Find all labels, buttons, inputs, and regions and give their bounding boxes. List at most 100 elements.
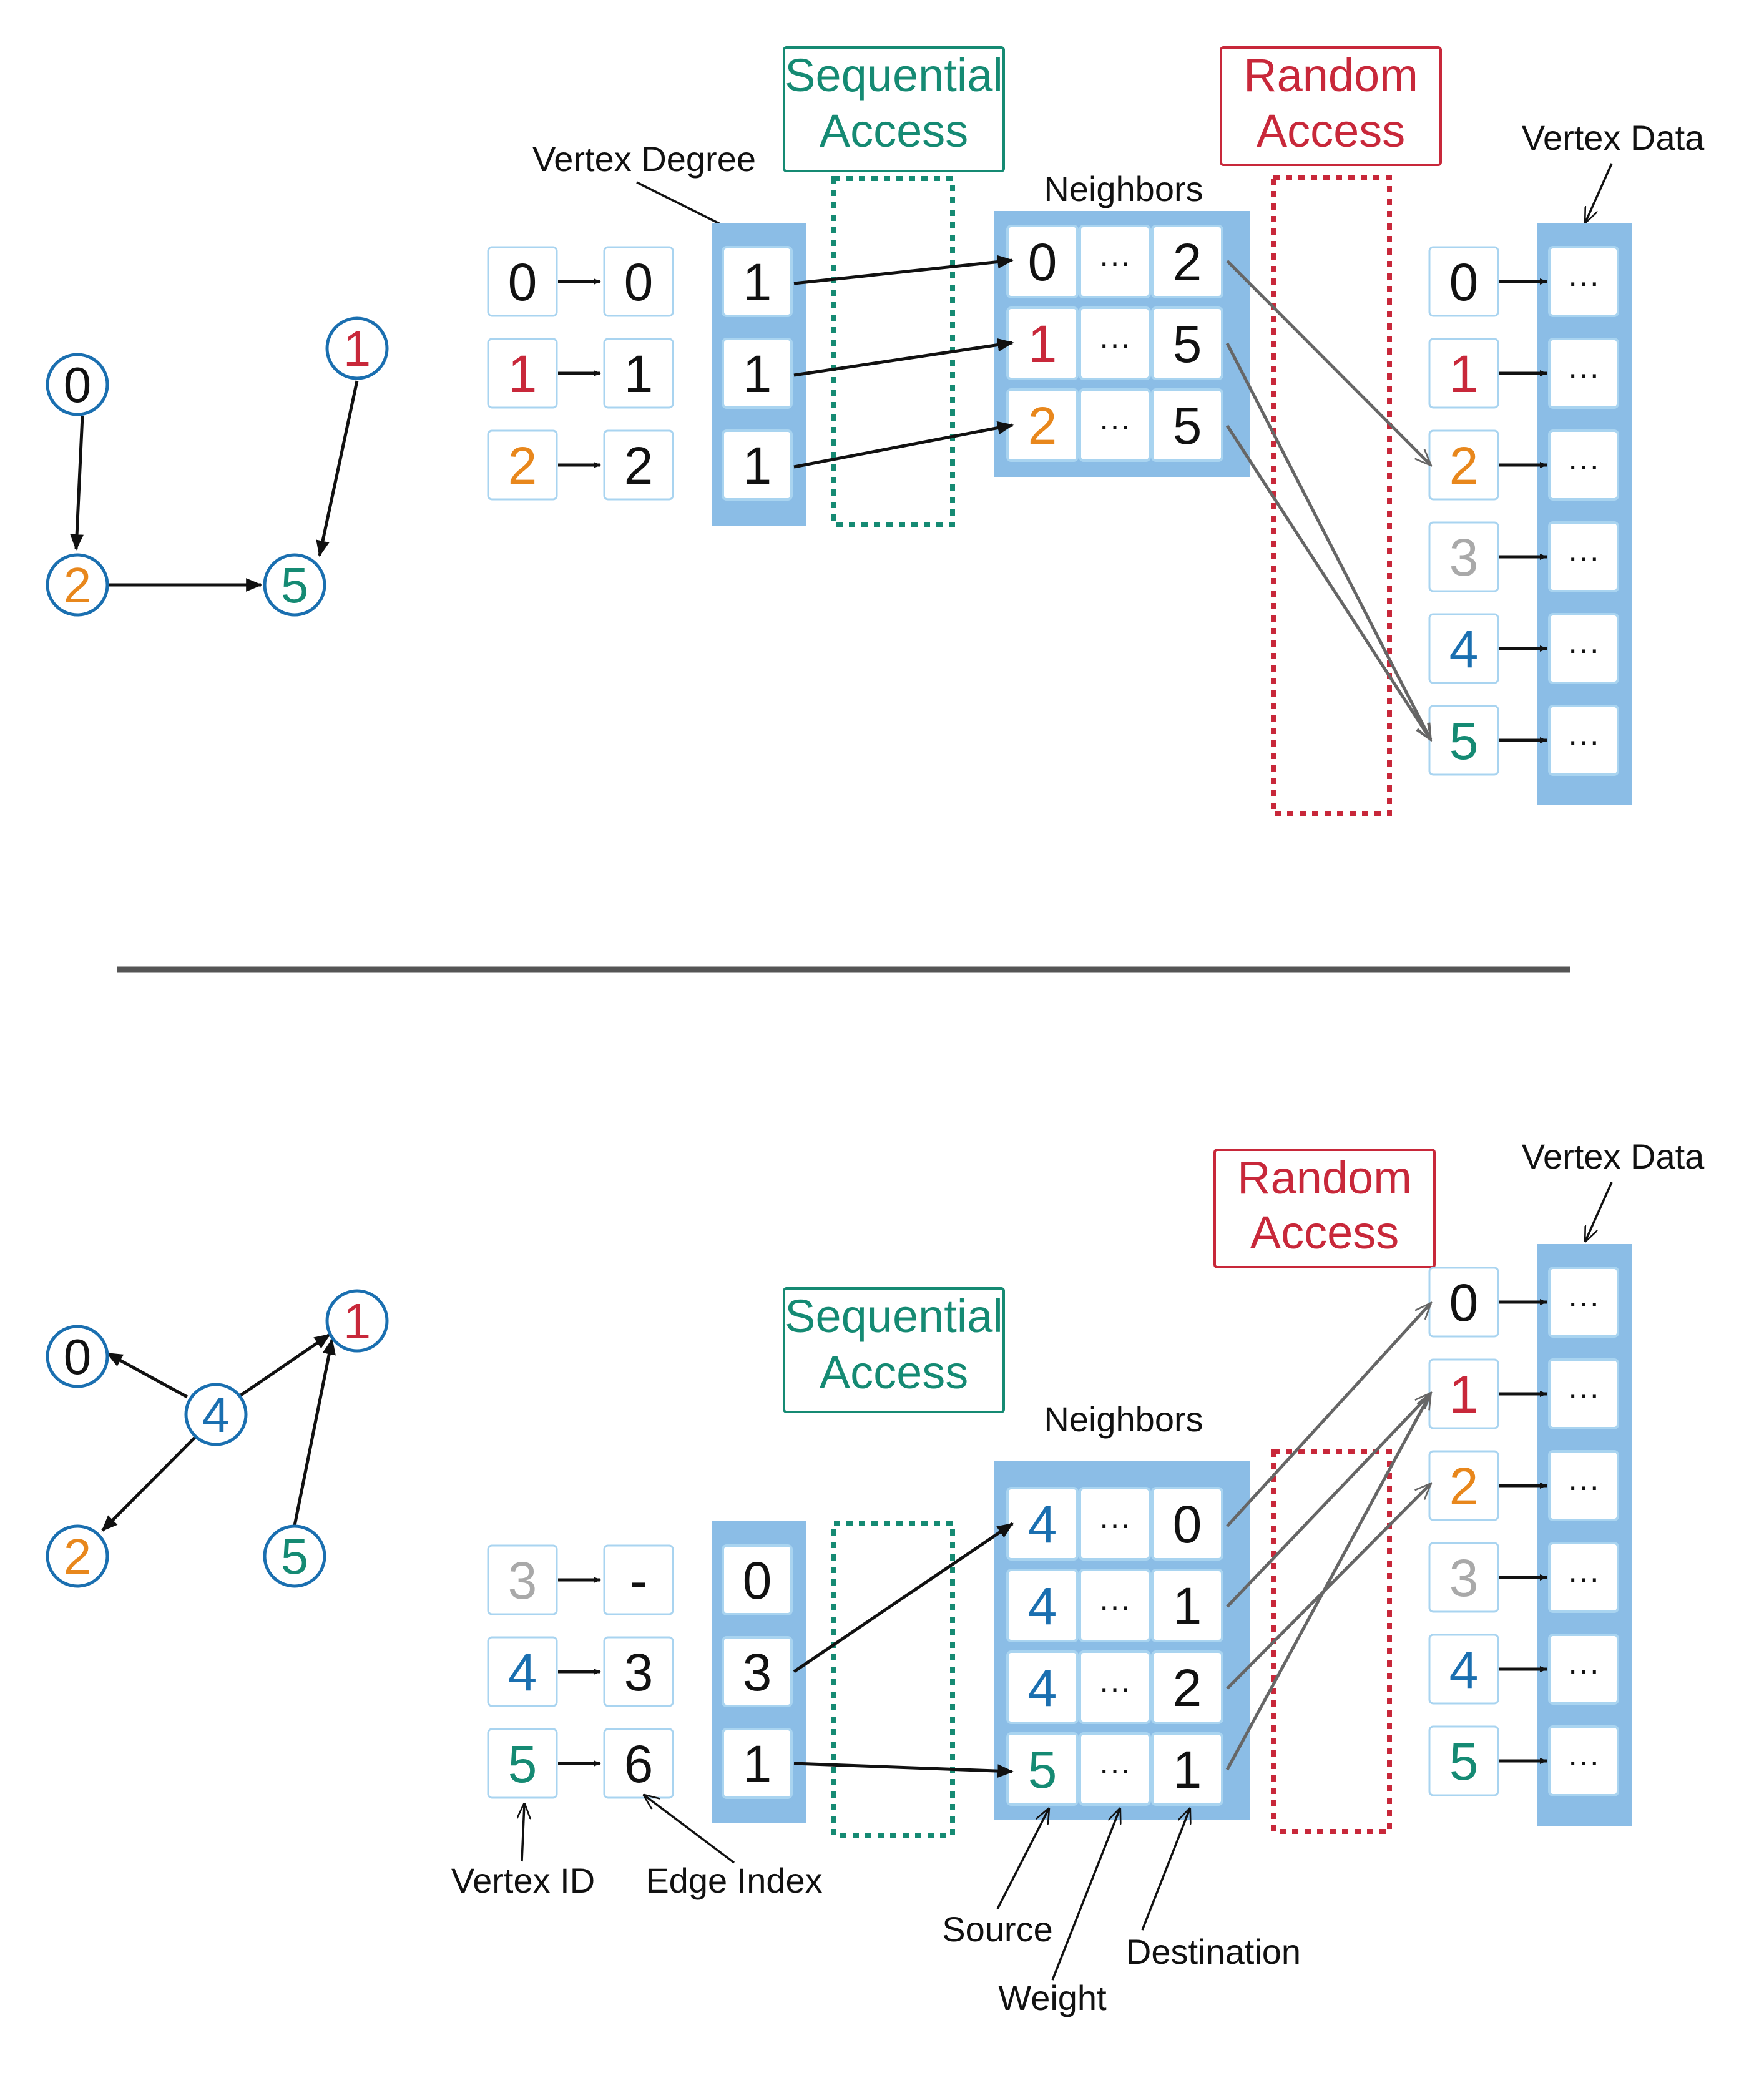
neighbor-source-cell: 4 [1006, 1569, 1079, 1642]
vertex-data-id-cell-value: 4 [1449, 620, 1479, 679]
bottom-graph: 0 1 4 2 5 [46, 1289, 389, 1588]
neighbor-source-cell-value: 4 [1028, 1577, 1057, 1635]
graph-node-label: 1 [343, 1293, 371, 1349]
random-arrow [1226, 1393, 1431, 1608]
vertex-degree-cell: 1 [722, 246, 793, 317]
random-access-box [1220, 46, 1442, 166]
vertex-data-cell: ··· [1548, 246, 1619, 317]
top-panel: 0 1 2 5 Sequential Access Random Access … [46, 46, 1705, 816]
vertex-data-id-cell: 3 [1428, 521, 1499, 592]
neighbor-destination-cell-value: 1 [1173, 1577, 1202, 1635]
random-arrow [1225, 1393, 1431, 1771]
edge-index-cell: 6 [603, 1728, 674, 1799]
vertex-id-cell-value: 2 [508, 436, 537, 495]
vertex-data-id-cell: 1 [1428, 1358, 1499, 1429]
random-arrow [1226, 1303, 1431, 1527]
graph-node-2: 2 [46, 1524, 109, 1588]
vertex-data-id-cell: 3 [1428, 1542, 1499, 1613]
random-arrow [1225, 424, 1431, 740]
neighbor-weight-cell-value: ··· [1099, 245, 1131, 281]
vertex-data-id-cell-value: 0 [1449, 1273, 1479, 1332]
vertex-data-cell-value: ··· [1567, 540, 1600, 576]
vertex-data-label: Vertex Data [1522, 118, 1705, 157]
edge-index-cell-value: 3 [624, 1643, 654, 1702]
vertex-data-cell-value: ··· [1567, 1469, 1600, 1505]
neighbor-destination-cell-value: 2 [1173, 1659, 1202, 1717]
random-access-region [1271, 1449, 1392, 1834]
random-access-region [1271, 175, 1392, 816]
graph-edge-4-0 [106, 1351, 189, 1399]
neighbor-source-cell-value: 1 [1028, 315, 1057, 373]
vertex-data-cell: ··· [1548, 1267, 1619, 1338]
weight-annotation: Weight [998, 1978, 1107, 2017]
vertex-data-cell: ··· [1548, 1450, 1619, 1521]
vertex-data-id-cell: 5 [1428, 705, 1499, 776]
neighbors-label: Neighbors [1044, 1399, 1203, 1439]
vertex-data-cell-value: ··· [1567, 1285, 1600, 1321]
graph-node-label: 5 [281, 557, 309, 613]
vertex-data-pointer [1585, 1182, 1613, 1241]
random-access-label: Random [1243, 49, 1418, 101]
sequential-access-region [831, 176, 955, 527]
edge-index-pointer [644, 1795, 735, 1864]
vertex-data-cell-value: ··· [1567, 265, 1600, 301]
neighbors-label: Neighbors [1044, 169, 1203, 208]
vertex-data-cell-value: ··· [1567, 356, 1600, 393]
seq-arrow [793, 421, 1014, 469]
vertex-data-cell-value: ··· [1567, 723, 1600, 760]
neighbor-weight-cell: ··· [1079, 1569, 1151, 1642]
destination-pointer [1141, 1809, 1190, 1931]
top-graph: 0 1 2 5 [46, 316, 389, 617]
neighbor-destination-cell: 2 [1151, 1650, 1223, 1724]
graph-node-5: 5 [263, 1524, 326, 1588]
vertex-data-cell-value: ··· [1567, 632, 1600, 668]
source-annotation: Source [942, 1909, 1052, 1949]
graph-node-0: 0 [46, 353, 109, 416]
random-arrow [1226, 1484, 1431, 1690]
vertex-data-id-cell: 0 [1428, 246, 1499, 317]
seq-arrow [793, 255, 1014, 285]
vertex-id-cell: 0 [487, 246, 558, 317]
top-cells: 0 0 1 1 2 2 1 1 1 0 ··· 2 1 ··· 5 2 ··· 5 0 ··· 1 ··· 2 ··· 3 ···… [487, 225, 1619, 776]
vertex-degree-cell-value: 1 [743, 345, 772, 403]
graph-node-2: 2 [46, 553, 109, 617]
neighbor-weight-cell: ··· [1079, 1487, 1151, 1561]
graph-node-label: 2 [64, 557, 92, 613]
random-access-label: Random [1237, 1152, 1412, 1203]
vertex-data-cell-value: ··· [1567, 1561, 1600, 1597]
graph-edge-0-2 [70, 415, 84, 551]
neighbor-weight-cell: ··· [1079, 1732, 1151, 1806]
neighbor-weight-cell-value: ··· [1099, 1752, 1131, 1788]
neighbor-destination-cell-value: 1 [1173, 1740, 1202, 1799]
vertex-data-cell: ··· [1548, 338, 1619, 409]
vertex-data-cell: ··· [1548, 429, 1619, 501]
edge-index-cell-value: 6 [624, 1735, 654, 1793]
vertex-data-cell-value: ··· [1567, 1377, 1600, 1413]
neighbor-weight-cell-value: ··· [1099, 326, 1131, 363]
random-access-label: Access [1257, 105, 1406, 157]
neighbor-weight-cell-value: ··· [1099, 1507, 1131, 1543]
graph-edge-4-1 [238, 1333, 331, 1398]
bottom-cells: 3 - 4 3 5 6 0 3 1 4 ··· 0 4 ··· 1 4 ··· 2 5 ··· 1 0 ··· 1 ··· 2 ··… [487, 1267, 1619, 1806]
source-pointer [996, 1809, 1049, 1909]
random-arrow [1226, 260, 1431, 465]
neighbor-destination-cell-value: 5 [1173, 315, 1202, 373]
graph-edge-1-5 [316, 380, 359, 557]
vertex-degree-cell: 1 [722, 429, 793, 501]
graph-node-5: 5 [263, 553, 326, 617]
neighbor-weight-cell-value: ··· [1099, 1589, 1131, 1625]
neighbor-source-cell-value: 2 [1028, 396, 1057, 455]
neighbor-source-cell: 4 [1006, 1487, 1079, 1561]
sequential-access-label: Sequential [785, 49, 1003, 101]
graph-node-label: 5 [281, 1529, 309, 1584]
neighbor-destination-cell: 1 [1151, 1732, 1223, 1806]
neighbor-source-cell-value: 0 [1028, 233, 1057, 292]
neighbor-destination-cell: 0 [1151, 1487, 1223, 1561]
neighbor-weight-cell-value: ··· [1099, 408, 1131, 444]
vertex-data-id-cell-value: 3 [1449, 1549, 1479, 1607]
random-arrow [1225, 342, 1433, 740]
neighbor-destination-cell: 1 [1151, 1569, 1223, 1642]
random-access-box [1213, 1149, 1436, 1268]
graph-edge-5-1 [293, 1338, 336, 1526]
